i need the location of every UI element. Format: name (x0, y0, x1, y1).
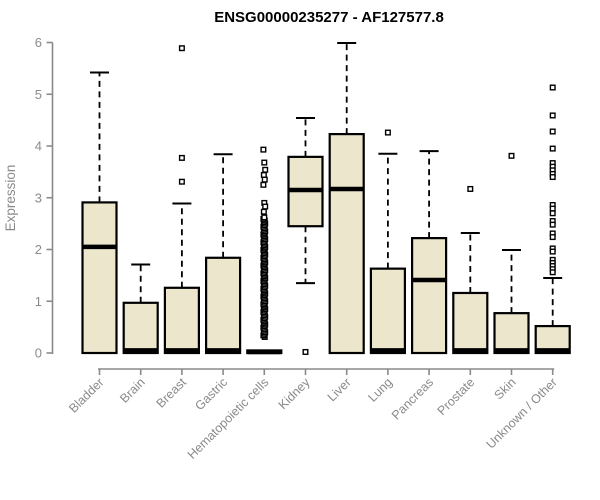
y-tick-label: 3 (35, 190, 42, 205)
outlier-point (549, 174, 556, 181)
boxplot-liver (328, 42, 365, 355)
y-tick-label: 2 (35, 242, 42, 257)
x-tick-label-prostate: Prostate (435, 375, 478, 418)
outlier-point (549, 84, 556, 91)
boxplot-series (81, 42, 571, 355)
x-tick-label-liver: Liver (325, 375, 354, 404)
x-tick-label-bladder: Bladder (66, 375, 106, 415)
outlier-point (178, 154, 185, 161)
x-tick-label-pancreas: Pancreas (389, 375, 436, 422)
chart-title: ENSG00000235277 - AF127577.8 (214, 9, 444, 26)
boxplot-breast (163, 45, 200, 355)
box-iqr (369, 267, 406, 355)
outlier-point (549, 269, 556, 276)
outlier-point (508, 152, 515, 159)
boxplot-bladder (81, 71, 118, 355)
outlier-point (302, 348, 309, 355)
x-tick-label-unknown-other: Unknown / Other (484, 375, 560, 451)
box-iqr (205, 256, 242, 355)
boxplot-brain (122, 263, 159, 355)
outlier-point (549, 221, 556, 228)
outlier-point (384, 129, 391, 136)
boxplot-hematopoietic-cells (246, 146, 283, 355)
outlier-point (549, 128, 556, 135)
y-axis-label: Expression (3, 165, 18, 232)
y-axis: 0 1 2 3 4 5 6 (35, 35, 54, 361)
box-iqr (122, 301, 159, 355)
box-iqr (163, 286, 200, 355)
outlier-point (549, 234, 556, 241)
x-tick-label-kidney: Kidney (276, 375, 313, 412)
outlier-point (467, 185, 474, 192)
outlier-point (260, 171, 267, 178)
outlier-point (262, 203, 269, 210)
boxplot-unknown-other (534, 84, 571, 355)
outlier-point (260, 181, 267, 188)
outlier-point (549, 248, 556, 255)
boxplot-lung (369, 129, 406, 355)
outlier-point (549, 210, 556, 217)
x-tick-label-brain: Brain (117, 375, 148, 406)
outlier-point (549, 112, 556, 119)
y-tick-label: 5 (35, 87, 42, 102)
outlier-point (178, 45, 185, 52)
boxplot-skin (493, 152, 530, 355)
y-tick-label: 6 (35, 35, 42, 50)
outlier-point (261, 214, 268, 221)
box-iqr (328, 132, 365, 355)
outlier-point (262, 166, 269, 173)
y-tick-label: 0 (35, 346, 42, 361)
x-tick-label-hematopoietic-cells: Hematopoietic cells (185, 375, 272, 462)
box-iqr (81, 201, 118, 355)
x-tick-label-skin: Skin (492, 375, 519, 402)
x-tick-label-gastric: Gastric (192, 375, 230, 413)
box-iqr (452, 291, 489, 355)
box-iqr (411, 237, 448, 355)
boxplot-kidney (287, 117, 324, 355)
boxplot-pancreas (411, 150, 448, 355)
box-iqr (493, 312, 530, 355)
outlier-point (260, 208, 267, 215)
outlier-point (260, 146, 267, 153)
x-tick-label-breast: Breast (154, 375, 190, 411)
boxplot-gastric (205, 153, 242, 355)
outlier-point (178, 178, 185, 185)
outlier-point (261, 176, 268, 183)
outlier-point (549, 205, 556, 212)
outlier-point (261, 159, 268, 166)
x-tick-label-lung: Lung (365, 375, 395, 405)
boxplot-prostate (452, 185, 489, 355)
y-tick-label: 4 (35, 139, 42, 154)
outlier-point (549, 145, 556, 152)
y-tick-label: 1 (35, 294, 42, 309)
